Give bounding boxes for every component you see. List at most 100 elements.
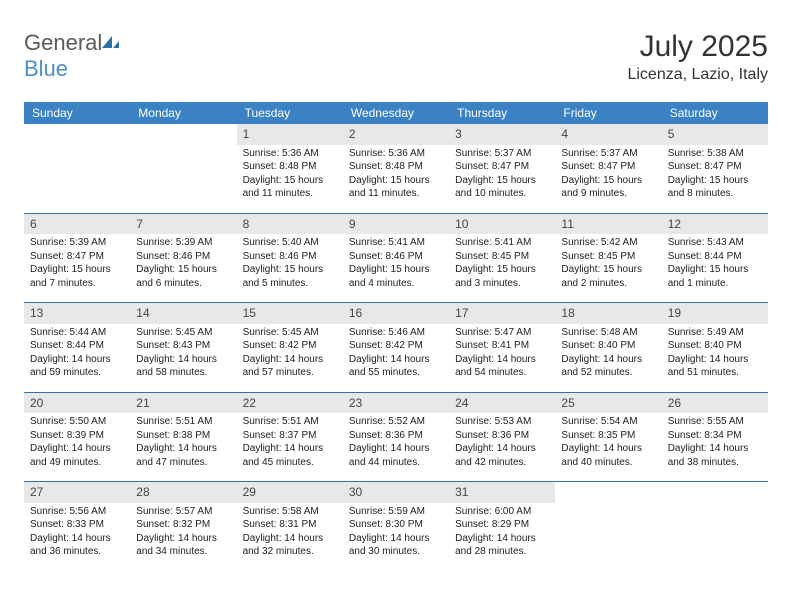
day-number-row: 6 bbox=[24, 214, 130, 235]
day-number: 9 bbox=[349, 217, 356, 231]
sunset-text: Sunset: 8:42 PM bbox=[243, 339, 337, 353]
week-row: 20Sunrise: 5:50 AMSunset: 8:39 PMDayligh… bbox=[24, 392, 768, 474]
day-number: 14 bbox=[136, 306, 149, 320]
brand-name-a: General bbox=[24, 30, 102, 55]
day-cell: 23Sunrise: 5:52 AMSunset: 8:36 PMDayligh… bbox=[343, 393, 449, 474]
day-number-row: 11 bbox=[555, 214, 661, 235]
sunrise-text: Sunrise: 5:39 AM bbox=[30, 236, 124, 250]
day-cell: 6Sunrise: 5:39 AMSunset: 8:47 PMDaylight… bbox=[24, 214, 130, 295]
day-cell bbox=[24, 124, 130, 205]
sunrise-text: Sunrise: 5:37 AM bbox=[455, 147, 549, 161]
sunrise-text: Sunrise: 5:45 AM bbox=[136, 326, 230, 340]
daylight-text: Daylight: 15 hours and 2 minutes. bbox=[561, 263, 655, 290]
day-number-row: 1 bbox=[237, 124, 343, 145]
day-cell: 19Sunrise: 5:49 AMSunset: 8:40 PMDayligh… bbox=[662, 303, 768, 384]
sunrise-text: Sunrise: 5:56 AM bbox=[30, 505, 124, 519]
day-number: 26 bbox=[668, 396, 681, 410]
daylight-text: Daylight: 14 hours and 52 minutes. bbox=[561, 353, 655, 380]
daylight-text: Daylight: 14 hours and 45 minutes. bbox=[243, 442, 337, 469]
day-number: 24 bbox=[455, 396, 468, 410]
day-cell: 5Sunrise: 5:38 AMSunset: 8:47 PMDaylight… bbox=[662, 124, 768, 205]
day-number: 1 bbox=[243, 127, 250, 141]
day-cell: 21Sunrise: 5:51 AMSunset: 8:38 PMDayligh… bbox=[130, 393, 236, 474]
sunset-text: Sunset: 8:35 PM bbox=[561, 429, 655, 443]
day-number-row: 2 bbox=[343, 124, 449, 145]
day-number-row: 3 bbox=[449, 124, 555, 145]
sunset-text: Sunset: 8:45 PM bbox=[455, 250, 549, 264]
page-title: July 2025 bbox=[627, 30, 768, 64]
weekday-header: Wednesday bbox=[343, 102, 449, 124]
sunset-text: Sunset: 8:44 PM bbox=[668, 250, 762, 264]
sunrise-text: Sunrise: 5:55 AM bbox=[668, 415, 762, 429]
day-number: 18 bbox=[561, 306, 574, 320]
daylight-text: Daylight: 15 hours and 8 minutes. bbox=[668, 174, 762, 201]
day-number-row: 5 bbox=[662, 124, 768, 145]
sunset-text: Sunset: 8:43 PM bbox=[136, 339, 230, 353]
sunrise-text: Sunrise: 5:59 AM bbox=[349, 505, 443, 519]
daylight-text: Daylight: 15 hours and 6 minutes. bbox=[136, 263, 230, 290]
day-number-row: 10 bbox=[449, 214, 555, 235]
calendar-page: General Blue July 2025 Licenza, Lazio, I… bbox=[0, 0, 792, 583]
sunrise-text: Sunrise: 5:37 AM bbox=[561, 147, 655, 161]
weekday-header: Thursday bbox=[449, 102, 555, 124]
sunrise-text: Sunrise: 5:51 AM bbox=[136, 415, 230, 429]
sunrise-text: Sunrise: 5:39 AM bbox=[136, 236, 230, 250]
daylight-text: Daylight: 15 hours and 4 minutes. bbox=[349, 263, 443, 290]
daylight-text: Daylight: 14 hours and 28 minutes. bbox=[455, 532, 549, 559]
sunset-text: Sunset: 8:34 PM bbox=[668, 429, 762, 443]
day-number-row: 20 bbox=[24, 393, 130, 414]
day-number-row: 27 bbox=[24, 482, 130, 503]
weekday-header: Friday bbox=[555, 102, 661, 124]
sunrise-text: Sunrise: 5:50 AM bbox=[30, 415, 124, 429]
day-number-row: 30 bbox=[343, 482, 449, 503]
sail-icon bbox=[100, 30, 120, 55]
day-cell bbox=[130, 124, 236, 205]
day-cell: 2Sunrise: 5:36 AMSunset: 8:48 PMDaylight… bbox=[343, 124, 449, 205]
day-cell: 26 Sunrise: 5:55 AMSunset: 8:34 PMDayligh… bbox=[662, 393, 768, 474]
day-number-row: 15 bbox=[237, 303, 343, 324]
sunset-text: Sunset: 8:38 PM bbox=[136, 429, 230, 443]
day-number-row: 9 bbox=[343, 214, 449, 235]
day-cell: 3Sunrise: 5:37 AMSunset: 8:47 PMDaylight… bbox=[449, 124, 555, 205]
sunrise-text: Sunrise: 5:38 AM bbox=[668, 147, 762, 161]
day-number: 10 bbox=[455, 217, 468, 231]
sunrise-text: Sunrise: 5:41 AM bbox=[455, 236, 549, 250]
day-number-row: 13 bbox=[24, 303, 130, 324]
day-cell: 27Sunrise: 5:56 AMSunset: 8:33 PMDayligh… bbox=[24, 482, 130, 563]
weekday-header: Tuesday bbox=[237, 102, 343, 124]
day-number-row: 16 bbox=[343, 303, 449, 324]
day-cell: 7Sunrise: 5:39 AMSunset: 8:46 PMDaylight… bbox=[130, 214, 236, 295]
day-cell bbox=[555, 482, 661, 563]
sunset-text: Sunset: 8:36 PM bbox=[349, 429, 443, 443]
sunset-text: Sunset: 8:40 PM bbox=[668, 339, 762, 353]
sunrise-text: Sunrise: 5:49 AM bbox=[668, 326, 762, 340]
day-number-row: 21 bbox=[130, 393, 236, 414]
sunset-text: Sunset: 8:47 PM bbox=[455, 160, 549, 174]
day-cell: 15Sunrise: 5:45 AMSunset: 8:42 PMDayligh… bbox=[237, 303, 343, 384]
daylight-text: Daylight: 14 hours and 54 minutes. bbox=[455, 353, 549, 380]
sunset-text: Sunset: 8:42 PM bbox=[349, 339, 443, 353]
sunrise-text: Sunrise: 5:58 AM bbox=[243, 505, 337, 519]
day-number-row: 25 bbox=[555, 393, 661, 414]
day-number-row: 19 bbox=[662, 303, 768, 324]
sunset-text: Sunset: 8:31 PM bbox=[243, 518, 337, 532]
sunrise-text: Sunrise: 5:45 AM bbox=[243, 326, 337, 340]
daylight-text: Daylight: 14 hours and 38 minutes. bbox=[668, 442, 762, 469]
daylight-text: Daylight: 15 hours and 3 minutes. bbox=[455, 263, 549, 290]
sunset-text: Sunset: 8:44 PM bbox=[30, 339, 124, 353]
sunrise-text: Sunrise: 5:47 AM bbox=[455, 326, 549, 340]
day-number-row: 22 bbox=[237, 393, 343, 414]
sunset-text: Sunset: 8:48 PM bbox=[349, 160, 443, 174]
day-cell: 28Sunrise: 5:57 AMSunset: 8:32 PMDayligh… bbox=[130, 482, 236, 563]
sunset-text: Sunset: 8:41 PM bbox=[455, 339, 549, 353]
weekday-header: Monday bbox=[130, 102, 236, 124]
day-number: 2 bbox=[349, 127, 356, 141]
day-number: 28 bbox=[136, 485, 149, 499]
daylight-text: Daylight: 14 hours and 32 minutes. bbox=[243, 532, 337, 559]
brand-logo: General Blue bbox=[24, 30, 120, 82]
day-number-row: 18 bbox=[555, 303, 661, 324]
sunrise-text: Sunrise: 5:41 AM bbox=[349, 236, 443, 250]
daylight-text: Daylight: 15 hours and 5 minutes. bbox=[243, 263, 337, 290]
sunset-text: Sunset: 8:33 PM bbox=[30, 518, 124, 532]
day-number: 23 bbox=[349, 396, 362, 410]
